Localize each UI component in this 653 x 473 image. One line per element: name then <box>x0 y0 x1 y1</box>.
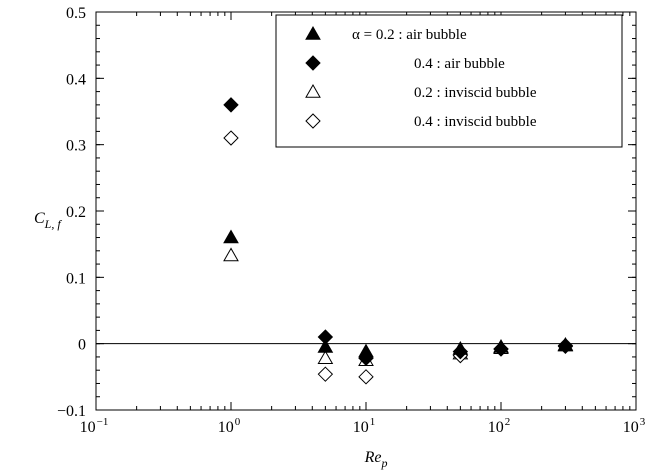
filled-diamond-point <box>452 343 469 360</box>
filled-triangle-point <box>223 229 239 244</box>
x-tick-label: 103 <box>623 416 646 436</box>
y-axis-label-subscript: L, f <box>44 217 63 231</box>
series-2 <box>223 247 574 366</box>
hollow-triangle-point <box>317 350 334 365</box>
legend-filled-diamond-icon <box>305 55 321 71</box>
filled-diamond-point <box>358 350 374 366</box>
y-tick-label: 0.4 <box>66 71 86 88</box>
hollow-diamond-point <box>358 369 374 385</box>
y-tick-label: 0.1 <box>66 270 86 287</box>
x-tick-exponent: −1 <box>97 416 109 428</box>
x-axis-label-subscript: p <box>380 456 387 470</box>
x-tick-label: 101 <box>353 416 376 436</box>
legend-entry-label: 0.2 : inviscid bubble <box>414 85 537 101</box>
hollow-diamond-point <box>223 130 239 146</box>
legend-entry-label: 0.4 : inviscid bubble <box>414 114 537 130</box>
y-tick-label: 0 <box>78 337 86 354</box>
filled-diamond-point <box>223 97 239 113</box>
series-3 <box>223 130 574 385</box>
x-tick-exponent: 3 <box>640 416 646 428</box>
x-tick-label: 100 <box>218 416 241 436</box>
series-1 <box>223 97 574 366</box>
legend-box <box>275 14 623 148</box>
series-0 <box>223 229 574 358</box>
legend-entry-label: α = 0.2 : air bubble <box>352 27 467 43</box>
legend-hollow-diamond-icon <box>305 113 321 129</box>
legend-hollow-triangle-icon <box>305 83 321 98</box>
x-tick-exponent: 2 <box>505 416 511 428</box>
y-tick-label: 0.2 <box>66 204 86 221</box>
x-tick-exponent: 1 <box>370 416 376 428</box>
x-tick-label: 102 <box>488 416 511 436</box>
legend-entry-label: 0.4 : air bubble <box>414 56 505 72</box>
hollow-triangle-point <box>223 247 239 262</box>
filled-diamond-point <box>317 329 334 345</box>
filled-diamond-point <box>557 337 574 354</box>
filled-triangle-point <box>317 338 334 353</box>
y-tick-label: −0.1 <box>57 403 86 420</box>
legend-filled-triangle-icon <box>305 25 321 40</box>
hollow-diamond-point <box>317 366 334 382</box>
y-tick-label: 0.3 <box>66 138 86 155</box>
x-tick-exponent: 0 <box>235 416 241 428</box>
y-axis-label: CL, f <box>34 210 62 231</box>
y-tick-label: 0.5 <box>66 5 86 22</box>
x-axis-label: Rep <box>364 449 388 470</box>
filled-diamond-point <box>493 341 509 357</box>
